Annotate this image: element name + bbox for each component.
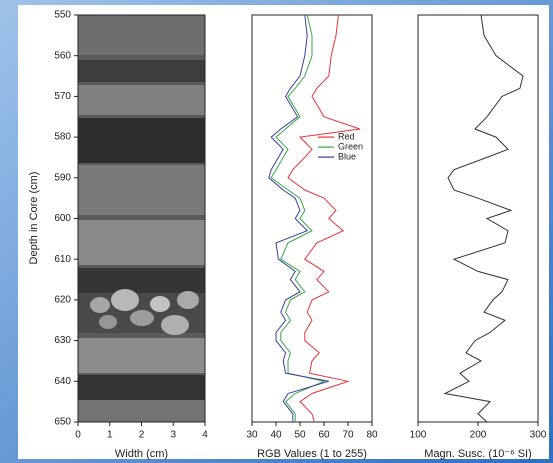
x-tick-label: 70 [342, 430, 354, 441]
x-axis-label: RGB Values (1 to 255) [257, 448, 367, 460]
y-tick-label: 580 [54, 132, 71, 143]
line-series [268, 14, 329, 422]
line-series [443, 14, 524, 423]
x-tick-label: 2 [139, 430, 145, 441]
y-tick-label: 600 [54, 213, 71, 224]
core-photo [78, 15, 205, 422]
y-tick-label: 620 [54, 295, 71, 306]
x-tick-label: 200 [470, 430, 487, 441]
x-tick-label: 60 [318, 430, 330, 441]
y-axis-label: Depth in Core (cm) [28, 172, 40, 265]
legend-label: Blue [338, 151, 356, 161]
y-tick-label: 570 [54, 91, 71, 102]
y-tick-label: 610 [54, 254, 71, 265]
y-tick-label: 550 [54, 10, 71, 21]
x-axis-label: Width (cm) [115, 448, 168, 460]
line-series [270, 14, 326, 422]
line-series [287, 14, 361, 423]
panel-frame [251, 14, 373, 423]
y-tick-label: 640 [54, 376, 71, 387]
x-tick-label: 30 [246, 430, 258, 441]
x-tick-label: 100 [410, 430, 427, 441]
x-tick-label: 1 [107, 430, 113, 441]
x-tick-label: 50 [294, 430, 306, 441]
x-tick-label: 0 [75, 430, 81, 441]
legend-label: Red [338, 131, 355, 141]
y-tick-label: 560 [54, 50, 71, 61]
x-tick-label: 4 [202, 430, 208, 441]
x-tick-label: 40 [270, 430, 282, 441]
x-tick-label: 300 [530, 430, 547, 441]
x-tick-label: 3 [170, 430, 176, 441]
y-tick-label: 630 [54, 335, 71, 346]
legend-label: Green [338, 141, 363, 151]
x-axis-label: Magn. Susc. (10⁻⁶ SI) [424, 448, 532, 460]
y-tick-label: 590 [54, 172, 71, 183]
y-tick-label: 650 [54, 417, 71, 428]
x-tick-label: 80 [366, 430, 378, 441]
